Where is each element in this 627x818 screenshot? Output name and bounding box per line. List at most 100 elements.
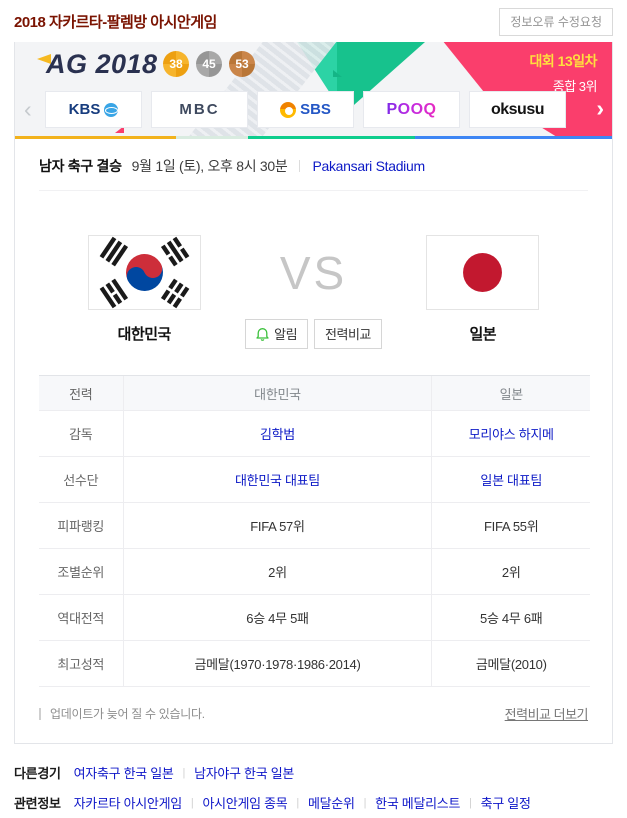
prev-broadcaster-button[interactable]: ‹ bbox=[24, 96, 32, 122]
footer-link-football-schedule[interactable]: 축구 일정 bbox=[480, 796, 531, 811]
compare-more-link[interactable]: 전력비교 더보기 bbox=[504, 707, 589, 722]
table-row-best-result: 최고성적 금메달(1970·1978·1986·2014) 금메달(2010) bbox=[39, 640, 590, 687]
footer-link-womens-football[interactable]: 여자축구 한국 일본 bbox=[73, 766, 174, 781]
divider bbox=[299, 160, 301, 172]
venue-link[interactable]: Pakansari Stadium bbox=[312, 158, 425, 174]
other-games-label: 다른경기 bbox=[14, 766, 61, 781]
related-info-label: 관련정보 bbox=[14, 796, 61, 811]
page-header: 2018 자카르타-팔렘방 아시안게임 정보오류 수정요청 bbox=[0, 0, 627, 42]
home-squad-link[interactable]: 대한민국 대표팀 bbox=[122, 456, 432, 503]
divider: | bbox=[296, 796, 299, 809]
table-row-fifa-ranking: 피파랭킹 FIFA 57위 FIFA 55위 bbox=[39, 502, 590, 549]
note-bar bbox=[39, 707, 41, 720]
away-coach-link[interactable]: 모리야스 하지메 bbox=[431, 410, 590, 457]
row-label: 피파랭킹 bbox=[39, 502, 123, 549]
alert-button-label: 알림 bbox=[274, 327, 298, 342]
divider: | bbox=[363, 796, 367, 809]
sbs-circle-icon bbox=[280, 101, 297, 118]
table-row-head-to-head: 역대전적 6승 4무 5패 5승 4무 6패 bbox=[39, 594, 590, 641]
vs-label: VS bbox=[279, 246, 348, 299]
broadcaster-row: KBS MBC SBS POOQ oksusu bbox=[15, 91, 612, 128]
footer-link-jakarta-asian-games[interactable]: 자카르타 아시안게임 bbox=[73, 796, 183, 811]
deco-triangle bbox=[115, 126, 124, 133]
teams-section: 대한민국 VS 알림 전력비교 bbox=[15, 191, 612, 349]
sbs-logo-text: SBS bbox=[300, 101, 331, 118]
footer-links: 다른경기 여자축구 한국 일본 | 남자야구 한국 일본 관련정보 자카르타 아… bbox=[0, 744, 627, 812]
away-value: 금메달(2010) bbox=[431, 640, 590, 687]
page-title: 2018 자카르타-팔렘방 아시안게임 bbox=[14, 14, 217, 31]
kbs-globe-icon bbox=[104, 102, 119, 117]
mbc-logo-text: MBC bbox=[179, 101, 220, 118]
home-value: 2위 bbox=[122, 548, 432, 595]
kbs-logo-text: KBS bbox=[68, 101, 101, 118]
pooq-logo-text: POOQ bbox=[386, 100, 437, 118]
table-row-squad: 선수단 대한민국 대표팀 일본 대표팀 bbox=[39, 456, 590, 503]
broadcaster-oksusu[interactable]: oksusu bbox=[469, 91, 566, 128]
related-info-row: 관련정보 자카르타 아시안게임 | 아시안게임 종목 | 메달순위 | 한국 메… bbox=[14, 793, 613, 812]
footer-link-medal-ranking[interactable]: 메달순위 bbox=[307, 796, 355, 811]
overall-rank-label: 종합 3위 bbox=[552, 79, 598, 94]
divider: | bbox=[469, 796, 472, 809]
home-value: 6승 4무 5패 bbox=[122, 594, 432, 641]
divider: | bbox=[190, 796, 194, 809]
korea-flag bbox=[87, 235, 201, 310]
match-card: AG 2018 38 45 53 대회 13일차 종합 3위 ‹ KBS MBC… bbox=[14, 42, 613, 744]
broadcaster-pooq[interactable]: POOQ bbox=[363, 91, 460, 128]
deco-arrow-icon bbox=[37, 54, 51, 64]
row-label: 최고성적 bbox=[39, 640, 123, 687]
row-label: 선수단 bbox=[39, 456, 123, 503]
gold-medal-badge: 38 bbox=[163, 51, 189, 77]
alert-button[interactable]: 알림 bbox=[245, 319, 309, 349]
row-label: 감독 bbox=[39, 410, 123, 457]
ag2018-logo: AG 2018 bbox=[46, 49, 158, 79]
match-header: 남자 축구 결승 9월 1일 (토), 오후 8시 30분 Pakansari … bbox=[39, 139, 588, 191]
column-header-away: 일본 bbox=[431, 375, 590, 411]
tournament-status: 대회 13일차 종합 3위 bbox=[529, 51, 598, 95]
away-value: FIFA 55위 bbox=[431, 502, 590, 549]
footer-link-korea-medalists[interactable]: 한국 메달리스트 bbox=[375, 796, 461, 811]
home-coach-link[interactable]: 김학범 bbox=[122, 410, 432, 457]
row-label: 조별순위 bbox=[39, 548, 123, 595]
asian-games-banner: AG 2018 38 45 53 대회 13일차 종합 3위 ‹ KBS MBC… bbox=[15, 42, 612, 139]
away-team-block: 일본 bbox=[394, 235, 573, 349]
home-team-block: 대한민국 bbox=[55, 235, 234, 349]
away-team-name: 일본 bbox=[469, 326, 497, 343]
bell-icon bbox=[256, 327, 269, 341]
report-error-button[interactable]: 정보오류 수정요청 bbox=[499, 7, 613, 36]
bronze-medal-badge: 53 bbox=[229, 51, 255, 77]
broadcaster-kbs[interactable]: KBS bbox=[45, 91, 142, 128]
divider: | bbox=[182, 766, 186, 779]
table-row-coach: 감독 김학범 모리야스 하지메 bbox=[39, 410, 590, 457]
row-label: 역대전적 bbox=[39, 594, 123, 641]
notice-row: 업데이트가 늦어 질 수 있습니다. 전력비교 더보기 bbox=[15, 687, 612, 743]
compare-button-label: 전력비교 bbox=[325, 327, 371, 342]
column-header-home: 대한민국 bbox=[122, 375, 432, 411]
update-note-text: 업데이트가 늦어 질 수 있습니다. bbox=[50, 707, 205, 721]
away-value: 5승 4무 6패 bbox=[431, 594, 590, 641]
match-title: 남자 축구 결승 bbox=[39, 158, 122, 174]
home-value: 금메달(1970·1978·1986·2014) bbox=[122, 640, 432, 687]
versus-block: VS 알림 전력비교 bbox=[234, 235, 394, 349]
table-header-row: 전력 대한민국 일본 bbox=[39, 375, 590, 411]
footer-link-asian-games-events[interactable]: 아시안게임 종목 bbox=[202, 796, 288, 811]
deco-triangle bbox=[333, 70, 342, 77]
table-row-group-rank: 조별순위 2위 2위 bbox=[39, 548, 590, 595]
japan-flag bbox=[426, 235, 540, 310]
stats-comparison-table: 전력 대한민국 일본 감독 김학범 모리야스 하지메 선수단 대한민국 대표팀 … bbox=[39, 375, 590, 687]
footer-link-mens-baseball[interactable]: 남자야구 한국 일본 bbox=[194, 766, 295, 781]
update-note: 업데이트가 늦어 질 수 있습니다. bbox=[39, 705, 205, 722]
home-team-name: 대한민국 bbox=[117, 326, 172, 343]
next-broadcaster-button[interactable]: › bbox=[596, 95, 604, 121]
home-value: FIFA 57위 bbox=[122, 502, 432, 549]
silver-medal-badge: 45 bbox=[196, 51, 222, 77]
tournament-day-label: 대회 13일차 bbox=[529, 53, 598, 69]
broadcaster-mbc[interactable]: MBC bbox=[151, 91, 248, 128]
oksusu-logo-text: oksusu bbox=[490, 100, 545, 118]
column-header: 전력 bbox=[39, 375, 123, 411]
broadcaster-sbs[interactable]: SBS bbox=[257, 91, 354, 128]
medal-counts: 38 45 53 bbox=[163, 51, 255, 77]
away-squad-link[interactable]: 일본 대표팀 bbox=[431, 456, 590, 503]
compare-button[interactable]: 전력비교 bbox=[314, 319, 382, 349]
other-games-row: 다른경기 여자축구 한국 일본 | 남자야구 한국 일본 bbox=[14, 763, 613, 782]
away-value: 2위 bbox=[431, 548, 590, 595]
